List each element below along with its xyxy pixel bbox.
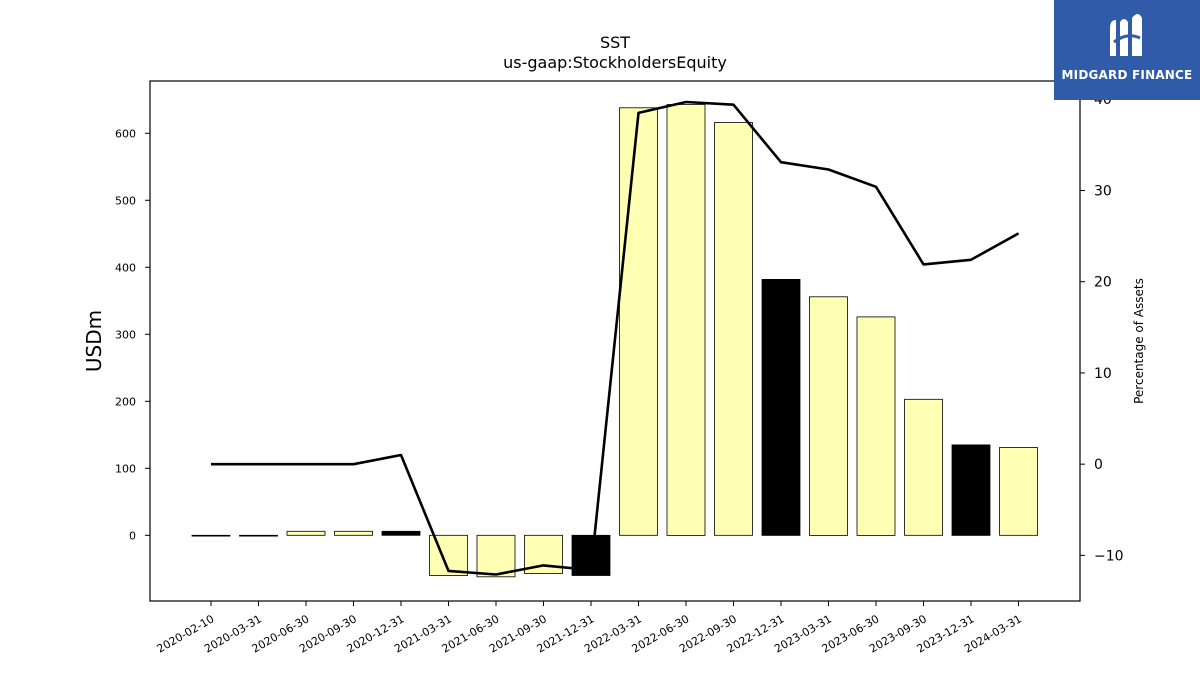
chart-subtitle: us-gaap:StockholdersEquity (503, 53, 727, 72)
y-tick-label: 600 (115, 127, 136, 140)
bar-2021-06-30 (476, 534, 516, 578)
y-tick-label: 0 (129, 529, 136, 542)
chart-title: SST (600, 33, 630, 52)
left-axis-ticks: 0 100 200 300 400 500 600 (115, 127, 150, 542)
y-tick-label: 200 (115, 395, 136, 408)
logo-text: MIDGARD FINANCE (1061, 68, 1193, 82)
bar-2022-09-30 (714, 122, 753, 536)
y-axis-label: USDm (82, 310, 106, 372)
bar-2023-06-30 (856, 316, 896, 536)
bar-2023-03-31 (809, 296, 848, 536)
bar-2020-03-31 (239, 534, 278, 537)
bar-2022-12-31 (761, 278, 801, 536)
y2-tick-label: 10 (1094, 366, 1112, 382)
y-tick-label: 400 (115, 261, 136, 274)
y-tick-label: 500 (115, 194, 136, 207)
line-group (211, 100, 1020, 576)
plot-frame (149, 80, 1081, 602)
y-tick-label: 300 (115, 328, 136, 341)
bar-2022-06-30 (666, 104, 706, 536)
y2-tick-label: 30 (1094, 183, 1112, 199)
bar-2023-09-30 (904, 398, 943, 536)
bar-2020-02-10 (191, 534, 231, 537)
y2-tick-label: 0 (1094, 457, 1103, 473)
bar-group (191, 104, 1038, 578)
bar-2020-12-31 (381, 530, 421, 536)
y-tick-label: 100 (115, 462, 136, 475)
x-axis-ticks: 2020-02-102020-03-312020-06-302020-09-30… (155, 601, 1024, 656)
bar-2022-03-31 (619, 107, 658, 536)
brand-logo: MIDGARD FINANCE (1054, 0, 1200, 100)
logo-mark-icon (1110, 14, 1142, 56)
y2-axis-label: Percentage of Assets (1132, 278, 1146, 404)
y2-tick-label: −10 (1094, 548, 1124, 564)
bar-2023-12-31 (951, 444, 991, 536)
percentage-line (211, 100, 1020, 576)
y2-tick-label: 20 (1094, 275, 1112, 291)
bar-2020-06-30 (286, 530, 326, 536)
bar-2024-03-31 (999, 447, 1038, 536)
bar-2020-09-30 (334, 530, 373, 536)
